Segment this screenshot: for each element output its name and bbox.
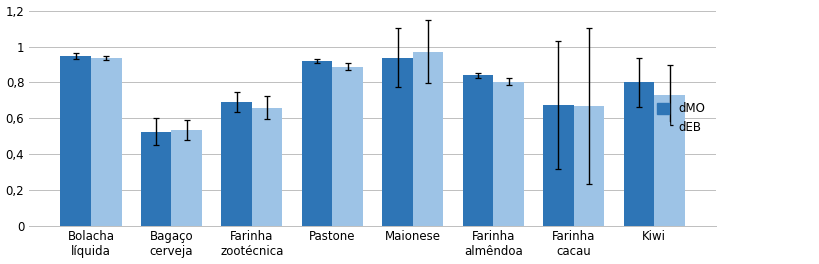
Bar: [221, 102, 251, 226]
Bar: [542, 105, 573, 226]
Bar: [91, 58, 121, 226]
Bar: [332, 67, 363, 226]
Bar: [412, 52, 443, 226]
Bar: [171, 130, 201, 226]
Bar: [623, 82, 654, 226]
Bar: [141, 132, 171, 226]
Bar: [382, 58, 412, 226]
Bar: [493, 82, 523, 226]
Bar: [251, 108, 282, 226]
Bar: [654, 95, 684, 226]
Bar: [61, 56, 91, 226]
Bar: [462, 75, 493, 226]
Bar: [573, 106, 604, 226]
Bar: [301, 61, 332, 226]
Legend: dMO, dEB: dMO, dEB: [652, 98, 709, 139]
